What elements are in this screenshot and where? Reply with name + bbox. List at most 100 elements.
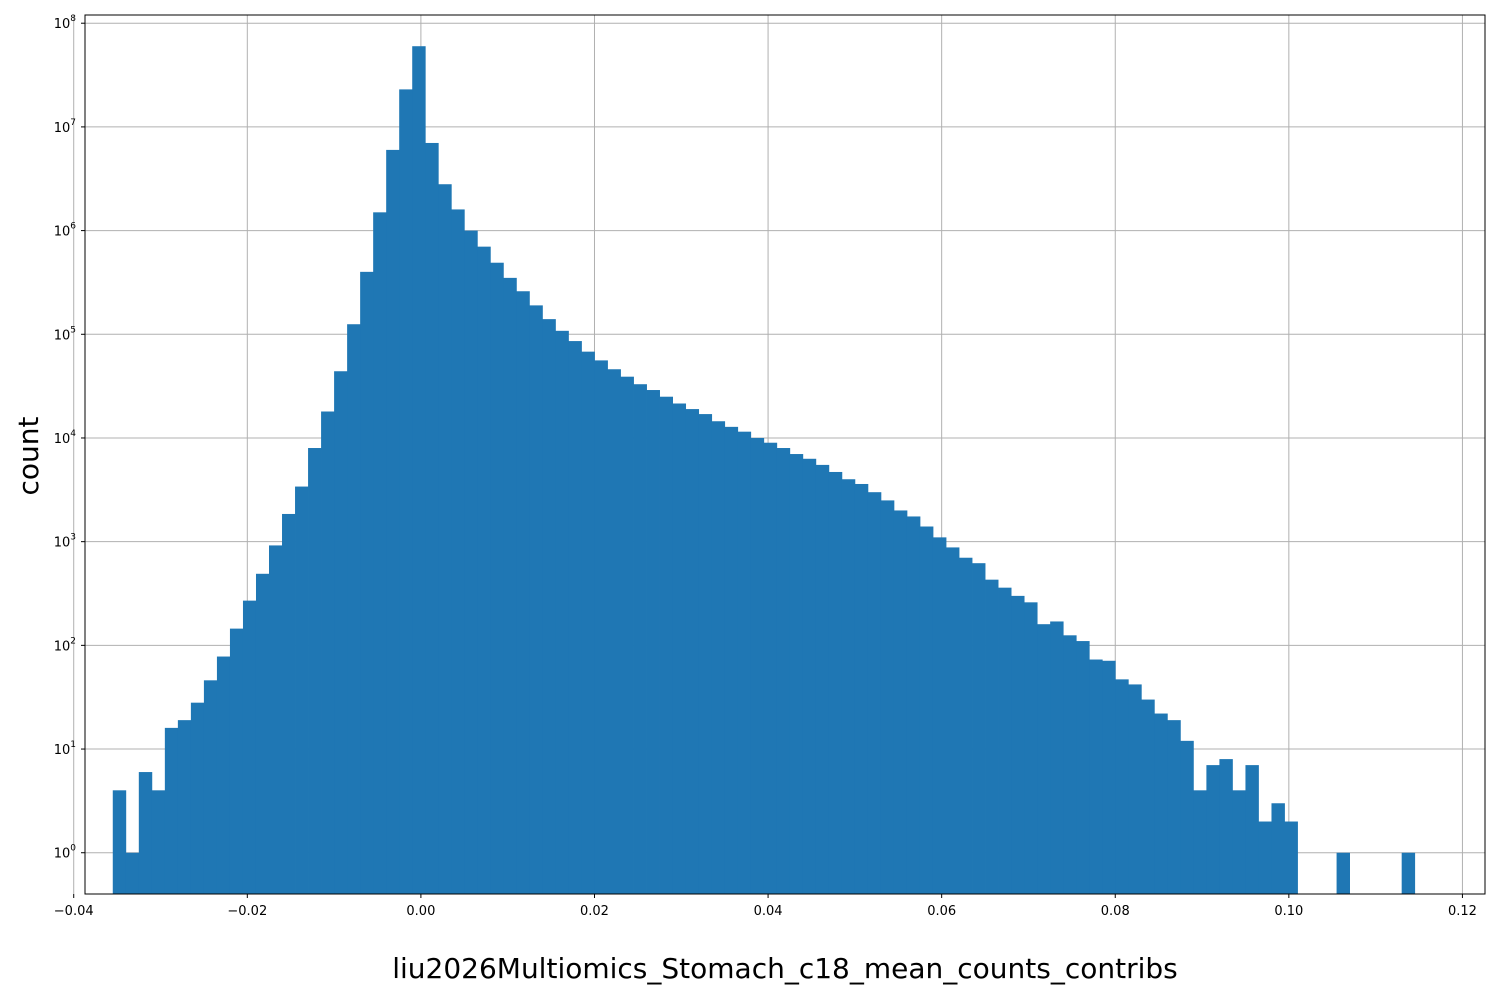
histogram-bar [802, 458, 817, 894]
histogram-bar [1050, 621, 1064, 894]
histogram-bar [919, 526, 934, 894]
histogram-bar [1206, 765, 1220, 894]
histogram-bar [295, 486, 309, 894]
y-tick-label: 100 [54, 844, 77, 862]
histogram-bar [1193, 790, 1207, 894]
y-axis-ticks: 100 101 102 103 104 105 106 107 108 [54, 14, 85, 862]
histogram-bar [1024, 602, 1038, 894]
histogram-bar [1154, 713, 1168, 894]
x-axis-title: liu2026Multiomics_Stomach_c18_mean_count… [392, 952, 1178, 985]
histogram-bar [672, 403, 687, 894]
histogram-bar [646, 390, 660, 894]
plot-frame [84, 14, 1486, 895]
histogram-bar [1219, 759, 1233, 894]
histogram-bar [425, 142, 439, 894]
histogram-bar [1102, 660, 1116, 894]
histogram-bar [763, 442, 778, 894]
histogram-bar [998, 587, 1012, 894]
histogram-bar [867, 492, 882, 894]
histogram-bar [203, 680, 218, 894]
y-tick-label: 102 [54, 636, 76, 654]
histogram-bar [946, 547, 960, 894]
histogram-bar [685, 409, 700, 894]
histogram-bar [1258, 821, 1272, 894]
histogram-bar [360, 271, 374, 895]
histogram-bar [906, 516, 921, 894]
y-tick-label: 108 [54, 14, 77, 32]
histogram-bar [1336, 852, 1350, 894]
histogram-bar [815, 464, 830, 894]
histogram-bar [308, 448, 322, 894]
histogram-bar [112, 790, 127, 894]
histogram-bar [1011, 595, 1025, 894]
histogram-bar [125, 852, 140, 894]
histogram-bar [542, 319, 556, 894]
histogram-bar [841, 479, 856, 894]
histogram-bar [321, 411, 335, 894]
histogram-bar [529, 305, 543, 894]
histogram-bar [438, 184, 452, 895]
histogram-bar [724, 426, 739, 894]
histogram-bar [464, 230, 478, 895]
histogram-bar [659, 396, 673, 894]
histogram-bar [490, 262, 504, 895]
histogram-bar [229, 628, 244, 894]
histogram-bar [386, 149, 400, 894]
histogram-bar [568, 341, 582, 894]
x-tick-label: 0.04 [754, 904, 783, 919]
histogram-bar [932, 537, 947, 894]
histogram-bar [633, 384, 647, 894]
y-tick-label: 103 [54, 533, 76, 551]
histogram-bar [1141, 699, 1155, 894]
histogram-bar [1401, 852, 1416, 894]
histogram-bar [451, 209, 465, 894]
histogram-bar [138, 772, 153, 894]
histogram-bar [1232, 790, 1246, 894]
histogram-bar [503, 277, 517, 894]
histogram-bars [112, 46, 1416, 895]
histogram-bar [1167, 720, 1181, 894]
y-tick-label: 104 [54, 429, 77, 447]
histogram-bar [737, 431, 752, 894]
x-tick-label: 0.02 [580, 904, 609, 919]
histogram-bar [893, 510, 908, 894]
histogram-bar [985, 579, 999, 894]
histogram-bar [1128, 684, 1142, 894]
histogram-bar [516, 291, 530, 894]
y-tick-label: 107 [54, 118, 76, 136]
histogram-bar [698, 414, 713, 894]
histogram-bar [1180, 740, 1194, 894]
histogram-bar [216, 656, 231, 894]
histogram-bar [972, 563, 986, 894]
histogram-bar [255, 573, 270, 894]
histogram-bar [1037, 624, 1051, 894]
x-tick-label: 0.12 [1448, 904, 1477, 919]
histogram-bar [594, 360, 608, 894]
histogram-bar [151, 790, 166, 894]
histogram-bar [620, 376, 634, 894]
histogram-bar [347, 324, 361, 895]
x-tick-label: 0.06 [927, 904, 956, 919]
histogram-bar [373, 212, 387, 894]
histogram-bar [242, 600, 257, 894]
histogram-bar [1271, 803, 1285, 894]
histogram-bar [789, 454, 804, 894]
histogram-bar [1089, 659, 1103, 894]
histogram-bar [282, 513, 296, 894]
histogram-bar [1063, 635, 1077, 894]
histogram-bar [164, 727, 179, 894]
histogram-bar [477, 246, 491, 894]
histogram-bar [1284, 821, 1298, 894]
histogram-bar [177, 720, 192, 894]
histogram-bar [959, 557, 973, 894]
x-tick-label: −0.04 [54, 904, 94, 919]
histogram-bar [581, 351, 595, 894]
histogram-bar [555, 330, 569, 894]
x-axis-ticks: −0.04 −0.02 0.00 0.02 0.04 0.06 0.08 0.10 0.12 [54, 894, 1477, 919]
histogram-bar [334, 371, 348, 894]
histogram-bar [711, 421, 726, 894]
histogram-bar [750, 437, 765, 894]
histogram-bar [880, 500, 895, 894]
histogram-bar [607, 369, 621, 894]
